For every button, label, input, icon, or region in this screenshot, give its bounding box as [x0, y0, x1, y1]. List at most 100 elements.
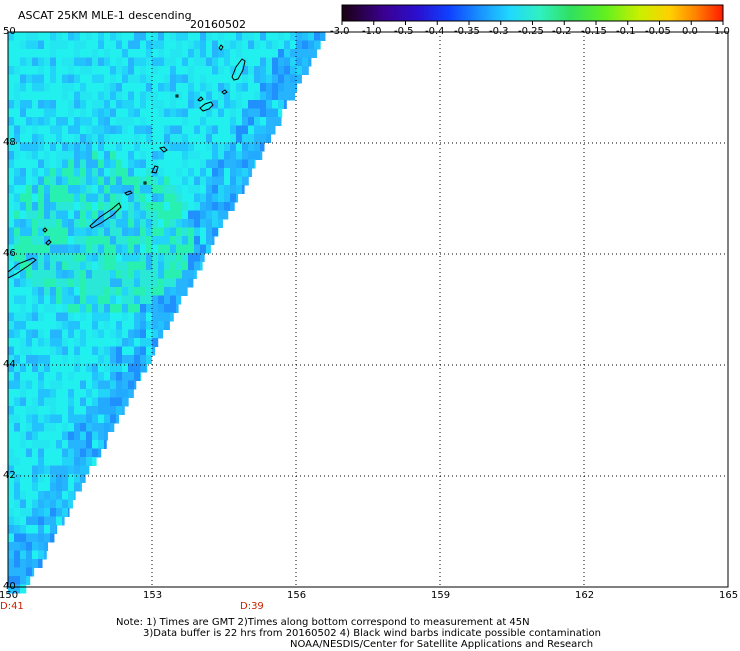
swath-cell: [278, 40, 285, 50]
swath-cell: [32, 193, 39, 203]
swath-cell: [86, 261, 93, 271]
swath-cell: [26, 346, 33, 356]
swath-cell: [206, 66, 213, 75]
swath-cell: [236, 168, 243, 177]
swath-cell: [260, 40, 267, 50]
swath-cell: [92, 397, 99, 407]
swath-cell: [278, 49, 285, 58]
swath-cell: [74, 108, 81, 118]
swath-cell: [182, 193, 189, 203]
swath-cell: [104, 176, 111, 186]
swath-cell: [74, 193, 81, 203]
swath-cell: [50, 448, 57, 458]
swath-cell: [68, 142, 75, 152]
swath-cell: [32, 134, 39, 143]
swath-cell: [218, 176, 225, 186]
swath-cell: [14, 108, 21, 118]
swath-cell: [170, 117, 177, 126]
swath-cell: [14, 40, 21, 50]
swath-cell: [56, 244, 63, 254]
swath-cell: [158, 185, 165, 194]
swath-cell: [122, 83, 129, 92]
swath-cell: [260, 66, 267, 75]
swath-cell: [260, 32, 267, 41]
swath-cell: [140, 83, 147, 92]
swath-cell: [128, 253, 135, 262]
swath-cell: [92, 168, 99, 177]
swath-cell: [110, 142, 117, 152]
swath-cell: [176, 151, 183, 160]
swath-cell: [266, 117, 273, 126]
swath-cell: [284, 74, 291, 84]
swath-cell: [20, 236, 27, 245]
swath-cell: [92, 363, 99, 373]
swath-cell: [80, 474, 86, 483]
swath-cell: [194, 193, 201, 203]
swath-cell: [98, 321, 105, 330]
swath-cell: [80, 117, 87, 126]
swath-cell: [128, 159, 135, 169]
swath-cell: [218, 210, 225, 220]
swath-cell: [200, 193, 207, 203]
swath-cell: [86, 244, 93, 254]
swath-cell: [152, 312, 159, 322]
swath-cell: [110, 397, 117, 407]
swath-cell: [38, 100, 45, 109]
swath-cell: [212, 134, 219, 143]
latitude-label: 46: [3, 248, 16, 259]
swath-cell: [284, 49, 291, 58]
swath-cell: [152, 159, 159, 169]
swath-cell: [92, 134, 99, 143]
swath-cell: [212, 108, 219, 118]
swath-cell: [170, 236, 177, 245]
swath-cell: [224, 49, 231, 58]
swath-cell: [254, 57, 261, 67]
swath-cell: [200, 108, 207, 118]
swath-cell: [170, 74, 177, 84]
swath-cell: [14, 440, 21, 449]
swath-cell: [8, 261, 15, 271]
swath-cell: [14, 329, 21, 339]
swath-cell: [86, 414, 93, 424]
swath-cell: [56, 329, 63, 339]
swath-cell: [50, 329, 57, 339]
swath-cell: [122, 74, 129, 84]
swath-cell: [212, 40, 219, 50]
swath-cell: [62, 338, 69, 347]
swath-cell: [50, 414, 57, 424]
swath-cell: [86, 227, 93, 237]
swath-cell: [44, 295, 51, 305]
swath-cell: [104, 57, 111, 67]
swath-cell: [110, 202, 117, 211]
swath-cell: [26, 295, 33, 305]
swath-cell: [140, 329, 147, 339]
swath-cell: [26, 66, 33, 75]
colorbar-tick-label: 1.0: [714, 26, 730, 37]
swath-cell: [44, 525, 51, 534]
swath-cell: [44, 550, 47, 560]
swath-cell: [68, 380, 75, 390]
swath-cell: [56, 32, 63, 41]
swath-cell: [26, 134, 33, 143]
swath-cell: [194, 32, 201, 41]
swath-cell: [242, 32, 249, 41]
swath-cell: [260, 125, 267, 135]
swath-cell: [92, 329, 99, 339]
swath-cell: [110, 304, 117, 313]
swath-cell: [98, 338, 105, 347]
swath-cell: [38, 142, 45, 152]
swath-cell: [56, 312, 63, 322]
swath-cell: [152, 321, 159, 330]
swath-cell: [98, 91, 105, 101]
swath-cell: [8, 482, 15, 492]
swath-cell: [110, 295, 117, 305]
swath-cell: [152, 185, 159, 194]
swath-cell: [182, 100, 189, 109]
swath-cell: [200, 244, 207, 254]
swath-cell: [14, 185, 21, 194]
swath-cell: [194, 117, 201, 126]
swath-cell: [140, 202, 147, 211]
swath-cell: [68, 219, 75, 228]
swath-cell: [110, 406, 117, 415]
swath-cell: [50, 168, 57, 177]
